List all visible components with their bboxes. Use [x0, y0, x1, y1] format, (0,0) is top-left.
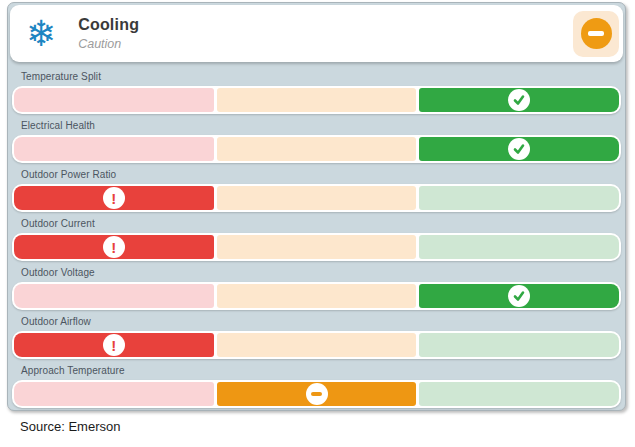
status-segment-alert: ! — [14, 235, 214, 259]
header-titles: Cooling Caution — [78, 16, 573, 51]
status-segment-caution — [217, 284, 417, 308]
status-segment-caution — [217, 137, 417, 161]
snowflake-icon: ❄ — [26, 16, 56, 52]
metric-row: Electrical Health — [12, 120, 621, 163]
status-segment-good — [419, 186, 619, 210]
status-segment-caution — [217, 235, 417, 259]
status-segment-caution — [217, 88, 417, 112]
status-segment-alert — [14, 88, 214, 112]
metric-label: Temperature Split — [21, 71, 621, 83]
metric-row: Outdoor Power Ratio! — [12, 169, 621, 212]
check-icon — [508, 138, 530, 160]
status-segment-good — [419, 333, 619, 357]
status-segment-caution — [217, 333, 417, 357]
check-icon — [508, 285, 530, 307]
status-segment-good — [419, 382, 619, 406]
metric-label: Approach Temperature — [21, 365, 621, 377]
metric-label: Outdoor Power Ratio — [21, 169, 621, 181]
panel-status-text: Caution — [78, 37, 573, 51]
metric-label: Electrical Health — [21, 120, 621, 132]
metric-label: Outdoor Airflow — [21, 316, 621, 328]
panel-title: Cooling — [78, 16, 573, 34]
status-segment-good — [419, 88, 619, 112]
caution-badge — [573, 11, 619, 57]
status-bar — [12, 86, 621, 114]
status-bar — [12, 380, 621, 408]
metric-row: Approach Temperature — [12, 365, 621, 408]
panel-header: ❄ Cooling Caution — [10, 5, 623, 62]
exclamation-icon: ! — [103, 187, 125, 209]
check-icon — [508, 89, 530, 111]
exclamation-icon: ! — [103, 236, 125, 258]
status-bar: ! — [12, 184, 621, 212]
status-segment-alert — [14, 382, 214, 406]
status-segment-good — [419, 137, 619, 161]
metric-row: Outdoor Current! — [12, 218, 621, 261]
status-bar: ! — [12, 331, 621, 359]
status-segment-alert — [14, 284, 214, 308]
metric-label: Outdoor Voltage — [21, 267, 621, 279]
status-segment-good — [419, 235, 619, 259]
status-segment-caution — [217, 186, 417, 210]
minus-icon — [581, 18, 612, 49]
status-bar — [12, 282, 621, 310]
metric-label: Outdoor Current — [21, 218, 621, 230]
status-segment-caution — [217, 382, 417, 406]
status-bar: ! — [12, 233, 621, 261]
cooling-status-panel: ❄ Cooling Caution Temperature Split Elect… — [7, 2, 626, 411]
status-segment-alert — [14, 137, 214, 161]
status-bar — [12, 135, 621, 163]
status-segment-good — [419, 284, 619, 308]
exclamation-icon: ! — [103, 334, 125, 356]
minus-icon — [306, 383, 328, 405]
metric-rows: Temperature Split Electrical Health Outdoo… — [12, 65, 621, 409]
status-segment-alert: ! — [14, 186, 214, 210]
metric-row: Outdoor Airflow! — [12, 316, 621, 359]
source-attribution: Source: Emerson — [20, 419, 120, 434]
status-segment-alert: ! — [14, 333, 214, 357]
metric-row: Temperature Split — [12, 71, 621, 114]
metric-row: Outdoor Voltage — [12, 267, 621, 310]
